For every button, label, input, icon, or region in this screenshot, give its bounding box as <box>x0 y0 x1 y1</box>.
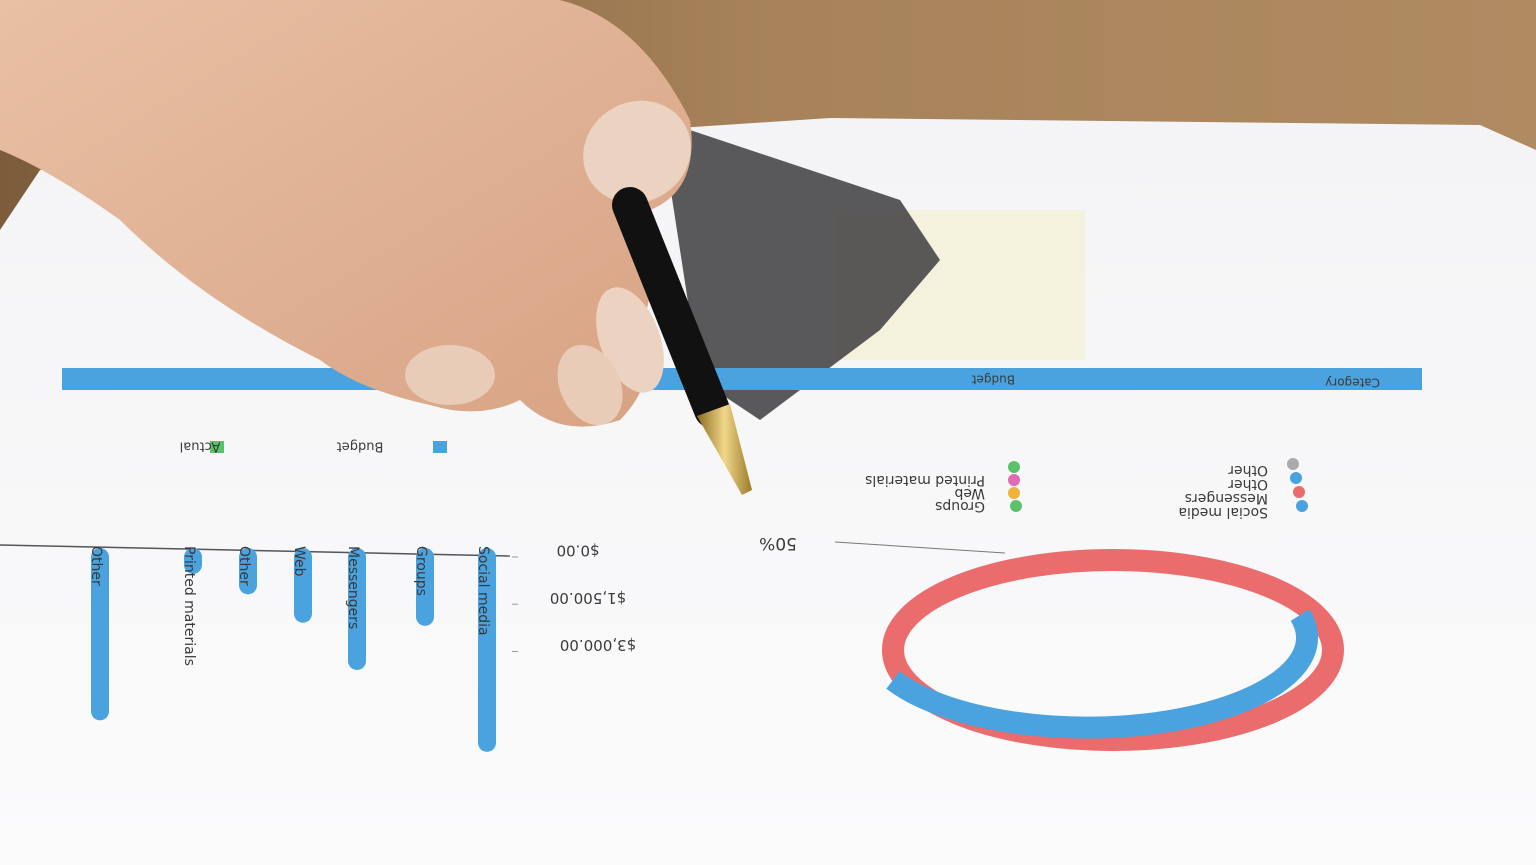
legend-dot <box>1290 472 1302 484</box>
fingernail <box>583 100 691 204</box>
category-label: Web <box>291 546 307 577</box>
legend-swatch <box>433 441 447 453</box>
category-label: Printed materials <box>181 546 197 666</box>
category-label: Other <box>88 546 104 586</box>
legend-label: Social media <box>1178 504 1268 520</box>
legend-dot <box>1008 474 1020 486</box>
header-label: Budget <box>972 373 1015 387</box>
hand <box>0 0 692 427</box>
legend-dot <box>1010 500 1022 512</box>
legend-dot <box>1008 487 1020 499</box>
legend-swatch <box>210 441 224 453</box>
legend-label: Groups <box>935 498 985 514</box>
legend-dot <box>1008 461 1020 473</box>
y-tick-label: $3,000.00 <box>560 636 636 654</box>
category-label: Other <box>236 546 252 586</box>
header-label: Category <box>1325 376 1380 390</box>
pen-barrel <box>612 187 730 428</box>
fingernail <box>405 345 495 405</box>
legend-label: Budget <box>337 439 384 454</box>
legend-label: Other <box>1228 476 1268 492</box>
legend-label: Web <box>954 485 985 501</box>
category-label: Social media <box>475 546 491 636</box>
category-label: Groups <box>413 546 429 596</box>
leader-line <box>834 541 1006 554</box>
pen-tip <box>697 404 752 495</box>
legend-dot <box>1293 486 1305 498</box>
legend-label: Other <box>1228 462 1268 478</box>
legend-dot <box>1287 458 1299 470</box>
donut-ring <box>882 549 1344 751</box>
y-tick-label: $1,500.00 <box>550 589 626 607</box>
donut-segment <box>886 609 1318 739</box>
legend-label: Messengers <box>1185 490 1268 506</box>
donut-label: 50% <box>759 533 797 553</box>
y-tick-label: $0.00 <box>557 542 600 560</box>
category-label: Messengers <box>345 546 361 629</box>
shadow <box>660 120 940 420</box>
table-header-band <box>62 368 1422 390</box>
legend-dot <box>1296 500 1308 512</box>
fingernail <box>557 344 623 426</box>
legend-label: Printed materials <box>865 472 985 488</box>
legend-label: Actual <box>180 439 221 454</box>
